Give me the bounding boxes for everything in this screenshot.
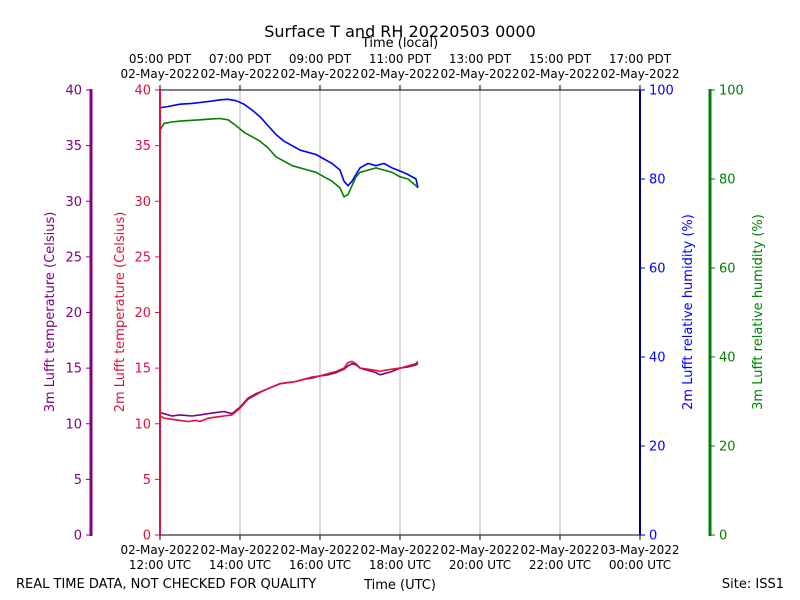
series-line-temp2m (159, 360, 419, 423)
y-tick-label: 0 (74, 529, 82, 544)
axis-3m-temperature: 0 5 10 15 20 25 30 35 40 (65, 84, 93, 544)
series-line-rh3m (159, 117, 419, 198)
x-tick-time-top: 09:00 PDT (289, 52, 352, 66)
y-tick-label: 25 (134, 250, 151, 265)
x-tick-date-bottom: 02-May-2022 (360, 543, 439, 557)
y-tick-label: 30 (65, 195, 82, 210)
x-tick-date-bottom: 02-May-2022 (440, 543, 519, 557)
x-tick-time-bottom: 22:00 UTC (529, 558, 591, 572)
x-tick-time-top: 05:00 PDT (129, 52, 192, 66)
x-tick-date-bottom: 03-May-2022 (600, 543, 679, 557)
y-tick-label: 100 (649, 84, 674, 99)
y-tick-label: 80 (649, 173, 666, 188)
quality-disclaimer: REAL TIME DATA, NOT CHECKED FOR QUALITY (16, 577, 316, 592)
site-label: Site: ISS1 (722, 577, 784, 592)
y-tick-label: 10 (134, 417, 151, 432)
y-axis-label-2m-humidity: 2m Lufft relative humidity (%) (681, 214, 696, 410)
y-axis-label-3m-temperature: 3m Lufft temperature (Celsius) (43, 212, 58, 413)
y-tick-label: 30 (134, 195, 151, 210)
y-tick-label: 0 (719, 529, 727, 544)
x-tick-date-top: 02-May-2022 (600, 67, 679, 81)
x-tick-time-top: 17:00 PDT (609, 52, 672, 66)
axis-2m-temperature: 0 5 10 15 20 25 30 35 40 (134, 84, 161, 544)
x-tick-date-bottom: 02-May-2022 (120, 543, 199, 557)
x-axis-bottom-label: Time (UTC) (363, 578, 436, 593)
y-tick-label: 15 (134, 362, 151, 377)
series-line-rh2m (159, 98, 419, 189)
x-tick-date-bottom: 02-May-2022 (520, 543, 599, 557)
axis-3m-humidity: 0 20 40 60 80 100 (708, 84, 744, 544)
y-tick-label: 0 (143, 529, 151, 544)
x-tick-date-top: 02-May-2022 (200, 67, 279, 81)
y-tick-label: 5 (143, 473, 151, 488)
y-tick-label: 20 (65, 306, 82, 321)
y-tick-label: 35 (65, 139, 82, 154)
y-tick-label: 15 (65, 362, 82, 377)
x-tick-time-top: 11:00 PDT (369, 52, 432, 66)
x-tick-time-bottom: 14:00 UTC (209, 558, 271, 572)
x-tick-time-bottom: 18:00 UTC (369, 558, 431, 572)
y-axis-label-3m-humidity: 3m Lufft relative humidity (%) (751, 214, 766, 410)
y-tick-label: 35 (134, 139, 151, 154)
x-tick-time-top: 15:00 PDT (529, 52, 592, 66)
x-tick-date-top: 02-May-2022 (120, 67, 199, 81)
vertical-gridlines (239, 90, 561, 535)
x-tick-time-bottom: 12:00 UTC (129, 558, 191, 572)
chart-title: Surface T and RH 20220503 0000 (264, 22, 536, 41)
series-layer (159, 98, 419, 423)
y-tick-label: 40 (719, 351, 736, 366)
y-tick-label: 40 (65, 84, 82, 99)
x-tick-time-bottom: 20:00 UTC (449, 558, 511, 572)
y-tick-label: 40 (134, 84, 151, 99)
y-tick-label: 10 (65, 417, 82, 432)
x-tick-date-top: 02-May-2022 (280, 67, 359, 81)
x-tick-time-bottom: 16:00 UTC (289, 558, 351, 572)
y-tick-label: 60 (719, 262, 736, 277)
y-tick-label: 20 (649, 440, 666, 455)
x-tick-time-bottom: 00:00 UTC (609, 558, 671, 572)
x-tick-date-bottom: 02-May-2022 (280, 543, 359, 557)
x-tick-date-top: 02-May-2022 (360, 67, 439, 81)
x-tick-date-top: 02-May-2022 (440, 67, 519, 81)
x-axis-top-label: Time (local) (361, 36, 438, 51)
y-axis-label-2m-temperature: 2m Lufft temperature (Celsius) (113, 212, 128, 413)
y-tick-label: 80 (719, 173, 736, 188)
y-tick-label: 100 (719, 84, 744, 99)
x-tick-time-top: 07:00 PDT (209, 52, 272, 66)
x-tick-date-bottom: 02-May-2022 (200, 543, 279, 557)
axis-2m-humidity: 0 20 40 60 80 100 (639, 84, 674, 544)
y-tick-label: 5 (74, 473, 82, 488)
x-tick-date-top: 02-May-2022 (520, 67, 599, 81)
y-tick-label: 20 (134, 306, 151, 321)
y-tick-label: 0 (649, 529, 657, 544)
y-tick-label: 25 (65, 250, 82, 265)
y-tick-label: 40 (649, 351, 666, 366)
y-tick-label: 60 (649, 262, 666, 277)
y-tick-label: 20 (719, 440, 736, 455)
x-tick-time-top: 13:00 PDT (449, 52, 512, 66)
